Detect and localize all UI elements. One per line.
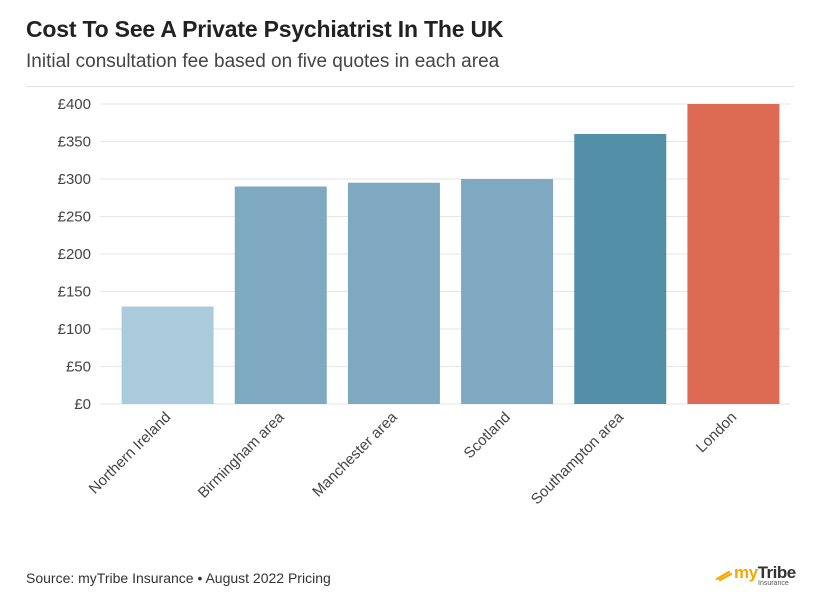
y-tick-label: £300 — [58, 171, 91, 188]
x-tick-label: London — [693, 409, 740, 456]
y-tick-label: £200 — [58, 246, 91, 263]
mytribe-logo: myTribe Insurance — [716, 563, 798, 589]
y-tick-label: £400 — [58, 96, 91, 113]
y-tick-label: £0 — [74, 396, 91, 413]
chart-title: Cost To See A Private Psychiatrist In Th… — [26, 16, 504, 42]
bar-birmingham-area — [234, 186, 327, 404]
chart-subtitle: Initial consultation fee based on five q… — [26, 51, 500, 72]
x-tick-label: Manchester area — [309, 408, 401, 500]
bar-manchester-area — [347, 182, 440, 404]
x-tick-label: Southampton area — [528, 408, 628, 508]
y-tick-label: £50 — [66, 359, 91, 376]
bar-southampton-area — [574, 134, 667, 404]
y-tick-label: £100 — [58, 321, 91, 338]
bar-london — [687, 104, 780, 404]
logo-subtext: Insurance — [758, 580, 789, 587]
y-tick-label: £250 — [58, 209, 91, 226]
bar-scotland — [461, 179, 554, 404]
x-tick-label: Northern Ireland — [86, 409, 175, 498]
logo-wordmark: myTribe — [734, 563, 796, 582]
bar-northern-ireland — [121, 306, 214, 404]
y-tick-label: £150 — [58, 284, 91, 301]
bar-chart: £0 £50 £100 £150 £200 £250 £300 £350 £400 Northe… — [58, 96, 790, 508]
x-tick-label: Scotland — [461, 409, 514, 462]
header-divider — [26, 86, 794, 87]
y-tick-label: £350 — [58, 134, 91, 151]
x-tick-label: Birmingham area — [195, 408, 288, 501]
source-note: Source: myTribe Insurance • August 2022 … — [26, 570, 331, 586]
feather-icon — [716, 570, 732, 581]
